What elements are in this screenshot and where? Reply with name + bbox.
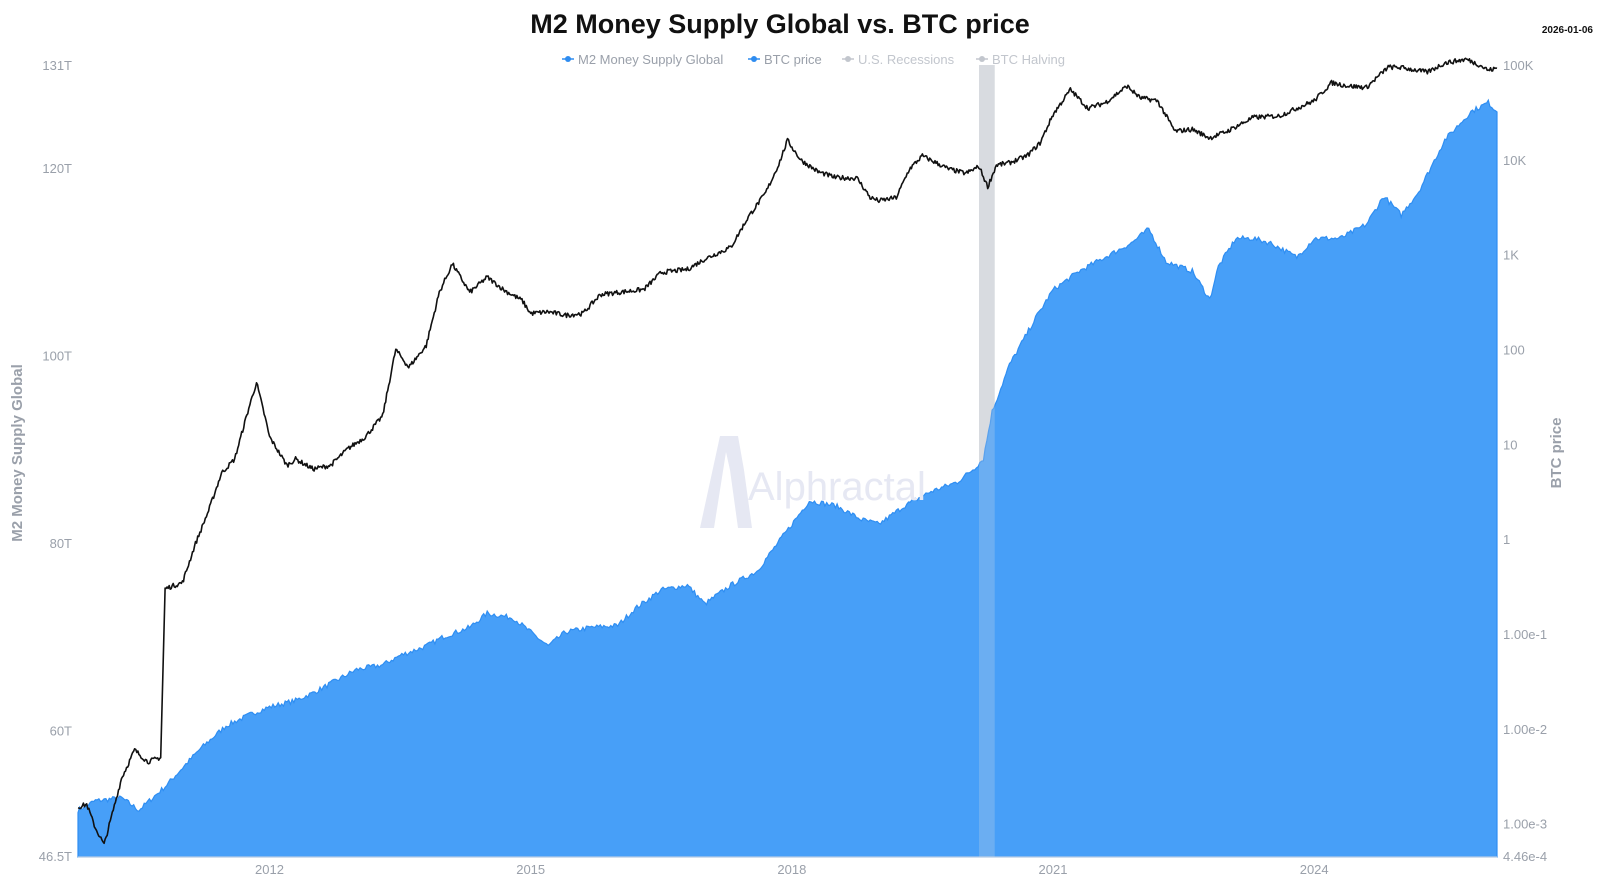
chart-title: M2 Money Supply Global vs. BTC price — [530, 9, 1030, 39]
legend-label: M2 Money Supply Global — [578, 52, 723, 67]
y-left-tick-label: 46.5T — [39, 849, 72, 864]
recession-band-overlay — [979, 65, 995, 857]
y-right-tick-label: 10K — [1503, 153, 1526, 168]
legend-marker-dot — [845, 56, 851, 62]
x-tick-label: 2018 — [777, 862, 806, 877]
y-right-tick-label: 100K — [1503, 58, 1534, 73]
y-left-tick-label: 100T — [42, 349, 72, 364]
y-left-tick-label: 80T — [50, 536, 72, 551]
watermark-text: Alphractal — [748, 465, 926, 509]
legend-label: BTC price — [764, 52, 822, 67]
y-right-tick-label: 4.46e-4 — [1503, 849, 1547, 864]
y-left-tick-label: 120T — [42, 161, 72, 176]
watermark: Alphractal — [700, 436, 926, 528]
y-right-tick-label: 1.00e-2 — [1503, 722, 1547, 737]
btc-series-layer — [77, 57, 1498, 845]
legend-marker-dot — [565, 56, 571, 62]
legend-item-btc-halving[interactable]: BTC Halving — [976, 52, 1065, 67]
legend-item-btc-price[interactable]: BTC price — [748, 52, 822, 67]
y-right-tick-label: 100 — [1503, 343, 1525, 358]
y-axis-right-title: BTC price — [1548, 418, 1565, 489]
y-right-tick-label: 1.00e-3 — [1503, 817, 1547, 832]
y-right-tick-label: 1.00e-1 — [1503, 627, 1547, 642]
date-stamp: 2026-01-06 — [1542, 25, 1594, 36]
legend-item-m2-money-supply-global[interactable]: M2 Money Supply Global — [562, 52, 723, 67]
legend-item-u-s-recessions[interactable]: U.S. Recessions — [842, 52, 955, 67]
y-axis-left: 131T 120T 100T 80T 60T 46.5T — [39, 58, 72, 864]
legend-marker-dot — [751, 56, 757, 62]
y-left-tick-label: 60T — [50, 723, 72, 738]
x-tick-label: 2021 — [1039, 862, 1068, 877]
legend: M2 Money Supply Global BTC price U.S. Rece… — [562, 52, 1065, 67]
x-tick-label: 2015 — [516, 862, 545, 877]
y-axis-right: 100K 10K 1K 100 10 1 1.00e-1 1.00e-2 1.00e-3 4.46… — [1503, 58, 1547, 864]
m2-area — [77, 98, 1498, 858]
y-right-tick-label: 1K — [1503, 248, 1519, 263]
x-tick-label: 2024 — [1300, 862, 1329, 877]
btc-price-line — [77, 57, 1498, 845]
y-right-tick-label: 10 — [1503, 437, 1517, 452]
legend-label: BTC Halving — [992, 52, 1065, 67]
watermark-logo-icon — [700, 436, 752, 528]
y-right-tick-label: 1 — [1503, 532, 1510, 547]
y-axis-left-title: M2 Money Supply Global — [9, 364, 26, 542]
legend-marker-dot — [979, 56, 985, 62]
x-axis: 2012 2015 2018 2021 2024 — [78, 856, 1497, 877]
x-tick-label: 2012 — [255, 862, 284, 877]
m2-series-layer — [77, 65, 1498, 858]
y-left-tick-label: 131T — [42, 58, 72, 73]
legend-label: U.S. Recessions — [858, 52, 955, 67]
